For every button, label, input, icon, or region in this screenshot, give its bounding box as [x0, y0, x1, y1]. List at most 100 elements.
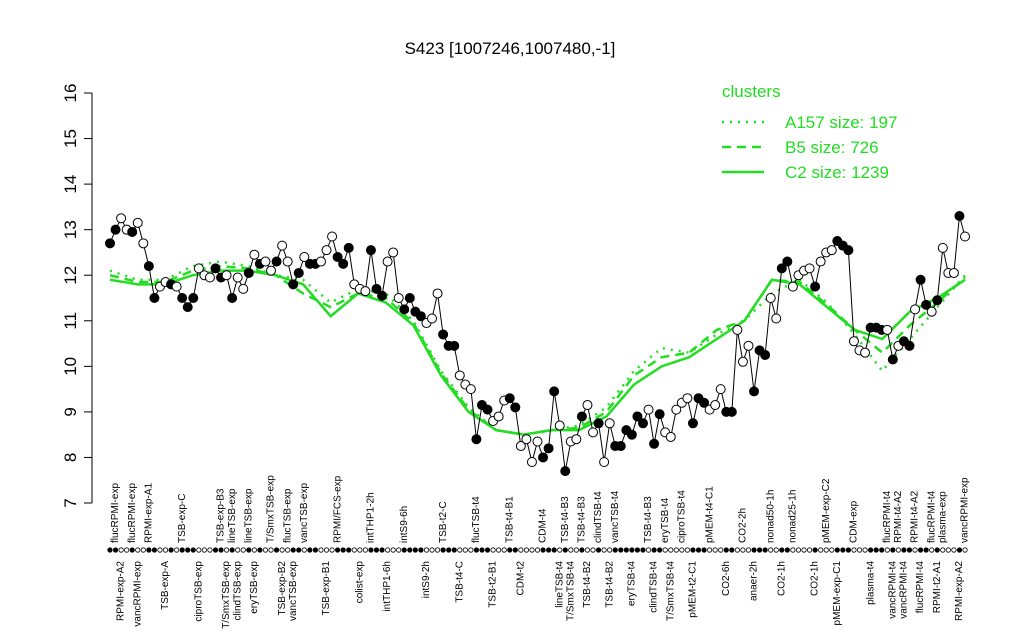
- category-label: RPMI-exp-A1: [144, 483, 155, 543]
- data-point: [232, 272, 243, 283]
- rug-dot: [118, 547, 124, 553]
- data-point: [804, 263, 815, 274]
- category-label: CO2-6h: [721, 561, 732, 596]
- data-point: [277, 240, 288, 251]
- data-point: [554, 420, 565, 431]
- rug-dot: [390, 547, 396, 553]
- rug-dot: [490, 547, 496, 553]
- category-label: plasma-t4: [865, 561, 876, 605]
- rug-dot: [112, 547, 119, 553]
- legend-label: B5 size: 726: [785, 138, 879, 157]
- rug-dot: [529, 547, 535, 553]
- rug-dot: [657, 547, 663, 553]
- rug-dot: [951, 547, 957, 553]
- data-point: [288, 279, 299, 290]
- category-label: flucTSB-t4: [471, 496, 482, 543]
- category-label: T/SmxTSB-exp: [266, 475, 277, 543]
- data-point: [204, 272, 215, 283]
- rug-dot: [362, 547, 368, 553]
- data-point: [948, 267, 959, 278]
- data-point: [776, 263, 787, 274]
- category-label: flucRPMI-t4: [882, 490, 893, 543]
- rug-dot: [651, 547, 657, 553]
- category-label: clindTSB-exp: [232, 561, 243, 621]
- rug-dot: [734, 547, 740, 553]
- rug-dot: [379, 547, 385, 553]
- category-label: CDM-t4: [538, 508, 549, 543]
- category-label: TSB-t2-B1: [488, 561, 499, 608]
- category-label: vancRPMI-t4: [899, 561, 910, 619]
- data-point: [510, 402, 521, 413]
- category-label: TSB-exp-B2: [277, 561, 288, 616]
- rug-dot: [890, 547, 896, 553]
- rug-dot: [768, 547, 774, 553]
- category-label: pMEM-t4-C1: [704, 486, 715, 543]
- category-label: flucRPMI-t4: [915, 561, 926, 614]
- rug-dot: [929, 547, 935, 553]
- rug-dot: [207, 547, 213, 553]
- data-point: [454, 370, 465, 381]
- rug-dot: [590, 547, 596, 553]
- rug-dot: [174, 547, 180, 553]
- data-point: [321, 245, 332, 256]
- data-point: [493, 411, 504, 422]
- data-point: [921, 299, 932, 310]
- rug-dot: [346, 547, 352, 553]
- data-point: [399, 304, 410, 315]
- rug-dot: [862, 547, 868, 553]
- data-point: [687, 418, 698, 429]
- rug-dot: [607, 547, 613, 553]
- data-point: [882, 324, 893, 335]
- data-point: [365, 245, 376, 256]
- rug-dot: [301, 547, 307, 553]
- rug-dot: [690, 547, 696, 553]
- rug-dot: [568, 547, 574, 553]
- category-label: nonad25-1h: [788, 490, 799, 543]
- data-point: [737, 356, 748, 367]
- data-point: [643, 404, 654, 415]
- data-point: [293, 267, 304, 278]
- rug-dot: [218, 547, 224, 553]
- rug-dot: [584, 547, 591, 553]
- rug-dot: [323, 547, 330, 553]
- rug-dot: [923, 547, 929, 553]
- data-point: [926, 306, 937, 317]
- category-label: eryTSB-exp: [249, 561, 260, 614]
- rug-dot: [845, 547, 852, 553]
- rug-dot: [917, 547, 924, 553]
- rug-dot: [673, 547, 679, 553]
- data-point: [332, 252, 343, 262]
- category-label: RPMI-t4-A2: [893, 490, 904, 543]
- data-point: [404, 293, 415, 303]
- category-label: CO2-1h: [776, 561, 787, 596]
- data-point: [765, 293, 776, 303]
- rug-dot: [818, 547, 824, 553]
- data-point: [671, 404, 682, 415]
- data-point: [382, 256, 393, 267]
- data-point: [177, 293, 188, 303]
- rug-dot: [629, 547, 635, 553]
- rug-dot: [196, 547, 202, 553]
- category-label: RPMI/FCS-exp: [332, 475, 343, 543]
- data-point: [815, 256, 826, 267]
- data-point: [782, 256, 793, 267]
- data-point: [315, 256, 326, 267]
- rug-dot: [940, 547, 946, 553]
- rug-dot: [829, 547, 835, 553]
- data-point: [654, 409, 665, 420]
- rug-dot: [451, 547, 457, 553]
- legend-label: A157 size: 197: [785, 113, 897, 132]
- category-label: vancTSB-t4: [610, 490, 621, 543]
- data-point: [149, 293, 160, 303]
- data-point: [221, 270, 232, 281]
- data-point: [515, 441, 526, 452]
- data-point: [599, 457, 610, 467]
- rug-dot: [440, 547, 446, 553]
- data-point: [182, 302, 193, 313]
- rug-dot: [412, 547, 418, 553]
- data-point: [632, 411, 643, 422]
- rug-dot: [756, 547, 763, 553]
- legend-label: C2 size: 1239: [785, 163, 889, 182]
- rug-dot: [868, 547, 874, 553]
